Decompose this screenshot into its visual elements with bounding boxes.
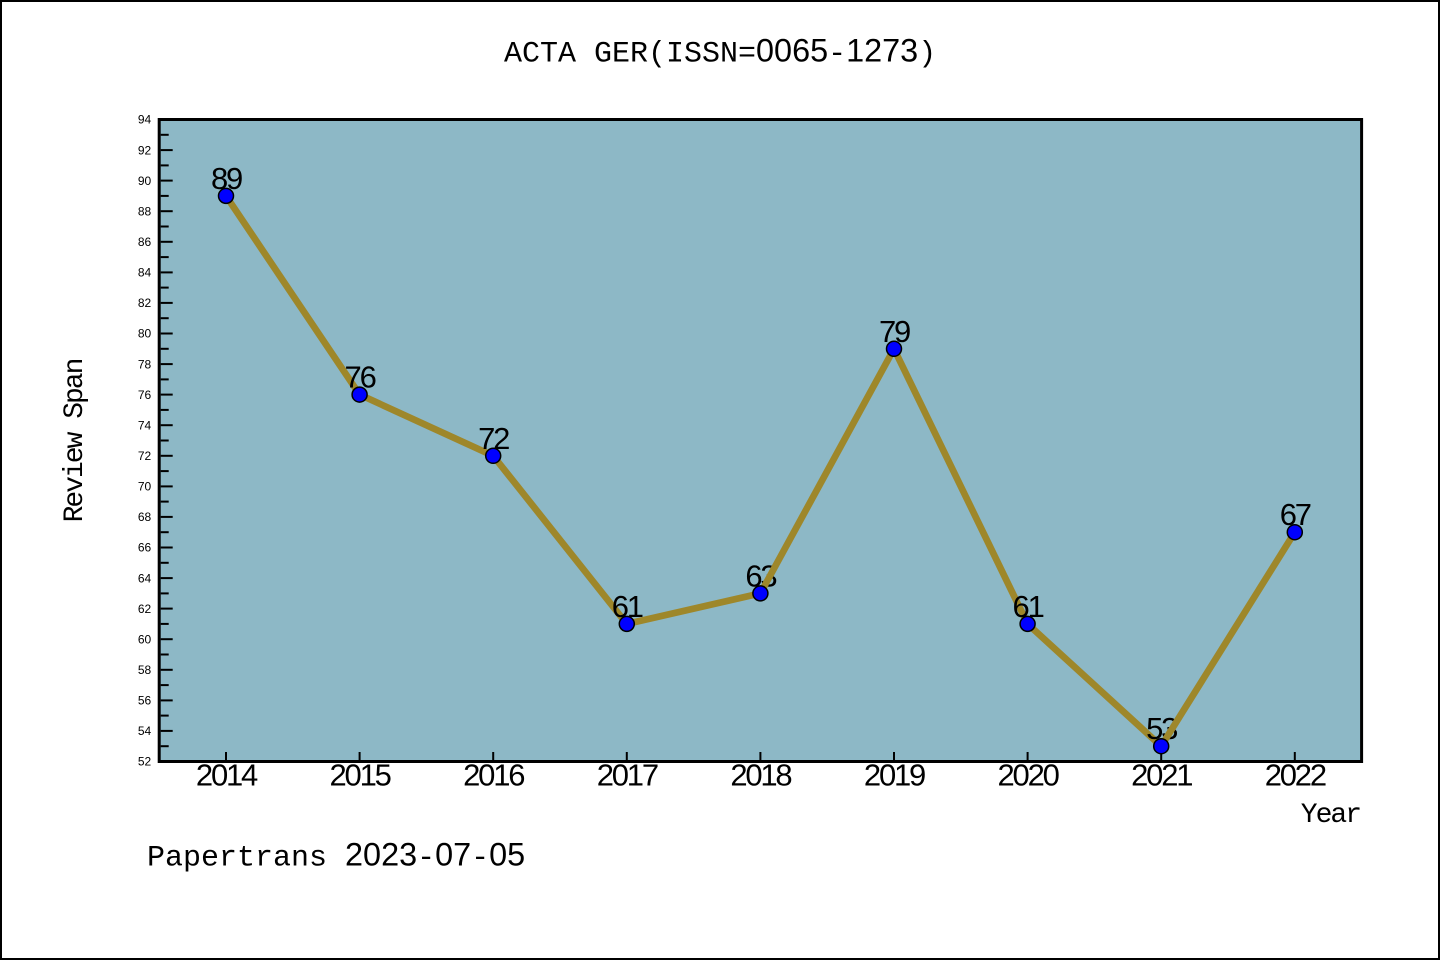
svg-text:64: 64 — [138, 571, 152, 585]
svg-text:66: 66 — [138, 541, 152, 555]
svg-text:Review Span: Review Span — [60, 359, 91, 522]
svg-text:90: 90 — [138, 174, 152, 188]
svg-text:92: 92 — [138, 143, 152, 157]
svg-text:Year: Year — [1301, 800, 1360, 831]
svg-text:74: 74 — [138, 418, 152, 432]
svg-text:56: 56 — [138, 694, 152, 708]
svg-text:72: 72 — [138, 449, 152, 463]
svg-text:68: 68 — [138, 510, 152, 524]
svg-text:52: 52 — [138, 755, 152, 769]
svg-text:2019: 2019 — [864, 758, 925, 793]
svg-text:88: 88 — [138, 204, 152, 218]
svg-text:84: 84 — [138, 266, 152, 280]
svg-text:80: 80 — [138, 327, 152, 341]
svg-text:2016: 2016 — [463, 758, 524, 793]
svg-text:2022: 2022 — [1265, 758, 1326, 793]
svg-text:94: 94 — [138, 113, 152, 127]
svg-text:70: 70 — [138, 480, 152, 494]
svg-text:82: 82 — [138, 296, 152, 310]
svg-text:76: 76 — [138, 388, 152, 402]
svg-text:ACTA GER(ISSN=0065-1273): ACTA GER(ISSN=0065-1273) — [504, 33, 936, 72]
svg-text:60: 60 — [138, 632, 152, 646]
svg-text:2015: 2015 — [330, 758, 391, 793]
svg-text:58: 58 — [138, 663, 152, 677]
svg-text:62: 62 — [138, 602, 152, 616]
svg-text:54: 54 — [138, 724, 152, 738]
svg-text:86: 86 — [138, 235, 152, 249]
svg-text:2020: 2020 — [998, 758, 1060, 793]
svg-text:2021: 2021 — [1131, 758, 1192, 793]
svg-text:2018: 2018 — [730, 758, 791, 793]
svg-text:2017: 2017 — [597, 758, 658, 793]
svg-text:Papertrans 2023-07-05: Papertrans 2023-07-05 — [147, 836, 525, 875]
svg-text:2014: 2014 — [196, 758, 258, 793]
svg-text:78: 78 — [138, 357, 152, 371]
